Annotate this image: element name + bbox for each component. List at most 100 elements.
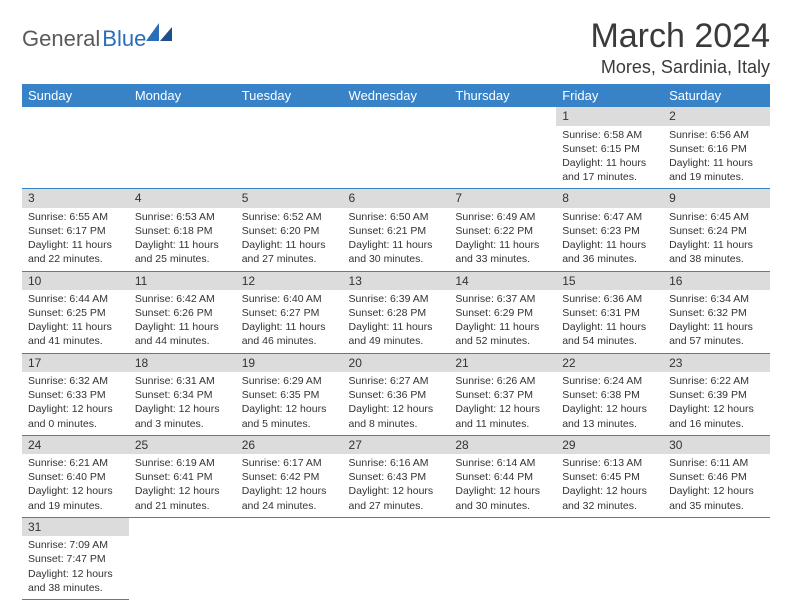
calendar-week-row: 1Sunrise: 6:58 AMSunset: 6:15 PMDaylight… [22, 107, 770, 189]
sunset-line: Sunset: 6:39 PM [669, 388, 764, 402]
calendar-day-cell: 18Sunrise: 6:31 AMSunset: 6:34 PMDayligh… [129, 353, 236, 435]
day-detail: Sunrise: 6:44 AMSunset: 6:25 PMDaylight:… [22, 290, 129, 353]
calendar-day-cell: 9Sunrise: 6:45 AMSunset: 6:24 PMDaylight… [663, 189, 770, 271]
calendar-week-row: 31Sunrise: 7:09 AMSunset: 7:47 PMDayligh… [22, 517, 770, 599]
calendar-day-cell: 14Sunrise: 6:37 AMSunset: 6:29 PMDayligh… [449, 271, 556, 353]
sunset-line: Sunset: 7:47 PM [28, 552, 123, 566]
daylight-line: Daylight: 12 hours and 8 minutes. [349, 402, 444, 430]
daylight-line: Daylight: 12 hours and 32 minutes. [562, 484, 657, 512]
calendar-empty-cell [343, 107, 450, 189]
day-number: 14 [449, 272, 556, 290]
day-header: Saturday [663, 84, 770, 107]
day-number: 23 [663, 354, 770, 372]
day-number: 24 [22, 436, 129, 454]
sunrise-line: Sunrise: 6:32 AM [28, 374, 123, 388]
sunset-line: Sunset: 6:46 PM [669, 470, 764, 484]
calendar-day-cell: 10Sunrise: 6:44 AMSunset: 6:25 PMDayligh… [22, 271, 129, 353]
sunset-line: Sunset: 6:36 PM [349, 388, 444, 402]
calendar-empty-cell [556, 517, 663, 599]
daylight-line: Daylight: 11 hours and 19 minutes. [669, 156, 764, 184]
day-header: Sunday [22, 84, 129, 107]
day-detail: Sunrise: 6:45 AMSunset: 6:24 PMDaylight:… [663, 208, 770, 271]
sunrise-line: Sunrise: 6:53 AM [135, 210, 230, 224]
sunrise-line: Sunrise: 6:58 AM [562, 128, 657, 142]
day-number: 26 [236, 436, 343, 454]
day-detail: Sunrise: 6:14 AMSunset: 6:44 PMDaylight:… [449, 454, 556, 517]
calendar-day-cell: 23Sunrise: 6:22 AMSunset: 6:39 PMDayligh… [663, 353, 770, 435]
sunset-line: Sunset: 6:44 PM [455, 470, 550, 484]
day-number: 8 [556, 189, 663, 207]
day-number: 3 [22, 189, 129, 207]
calendar-empty-cell [663, 517, 770, 599]
calendar-empty-cell [449, 517, 556, 599]
sunset-line: Sunset: 6:22 PM [455, 224, 550, 238]
calendar-day-cell: 11Sunrise: 6:42 AMSunset: 6:26 PMDayligh… [129, 271, 236, 353]
sunrise-line: Sunrise: 7:09 AM [28, 538, 123, 552]
day-number: 5 [236, 189, 343, 207]
day-detail: Sunrise: 6:49 AMSunset: 6:22 PMDaylight:… [449, 208, 556, 271]
sunrise-line: Sunrise: 6:16 AM [349, 456, 444, 470]
sunset-line: Sunset: 6:24 PM [669, 224, 764, 238]
day-detail: Sunrise: 6:55 AMSunset: 6:17 PMDaylight:… [22, 208, 129, 271]
sunset-line: Sunset: 6:34 PM [135, 388, 230, 402]
daylight-line: Daylight: 11 hours and 46 minutes. [242, 320, 337, 348]
day-detail: Sunrise: 6:11 AMSunset: 6:46 PMDaylight:… [663, 454, 770, 517]
sunset-line: Sunset: 6:27 PM [242, 306, 337, 320]
calendar-day-cell: 19Sunrise: 6:29 AMSunset: 6:35 PMDayligh… [236, 353, 343, 435]
sunset-line: Sunset: 6:35 PM [242, 388, 337, 402]
month-title: March 2024 [590, 18, 770, 55]
calendar-week-row: 24Sunrise: 6:21 AMSunset: 6:40 PMDayligh… [22, 435, 770, 517]
day-number: 4 [129, 189, 236, 207]
calendar-day-cell: 26Sunrise: 6:17 AMSunset: 6:42 PMDayligh… [236, 435, 343, 517]
sunrise-line: Sunrise: 6:39 AM [349, 292, 444, 306]
sunrise-line: Sunrise: 6:56 AM [669, 128, 764, 142]
calendar-day-cell: 13Sunrise: 6:39 AMSunset: 6:28 PMDayligh… [343, 271, 450, 353]
day-detail: Sunrise: 6:37 AMSunset: 6:29 PMDaylight:… [449, 290, 556, 353]
day-number: 11 [129, 272, 236, 290]
day-detail: Sunrise: 6:31 AMSunset: 6:34 PMDaylight:… [129, 372, 236, 435]
sunrise-line: Sunrise: 6:44 AM [28, 292, 123, 306]
day-detail: Sunrise: 6:13 AMSunset: 6:45 PMDaylight:… [556, 454, 663, 517]
calendar-empty-cell [236, 517, 343, 599]
daylight-line: Daylight: 11 hours and 57 minutes. [669, 320, 764, 348]
day-number: 28 [449, 436, 556, 454]
day-detail: Sunrise: 6:56 AMSunset: 6:16 PMDaylight:… [663, 126, 770, 189]
day-detail: Sunrise: 6:19 AMSunset: 6:41 PMDaylight:… [129, 454, 236, 517]
calendar-day-cell: 30Sunrise: 6:11 AMSunset: 6:46 PMDayligh… [663, 435, 770, 517]
sunset-line: Sunset: 6:17 PM [28, 224, 123, 238]
daylight-line: Daylight: 11 hours and 41 minutes. [28, 320, 123, 348]
calendar-empty-cell [236, 107, 343, 189]
day-header-row: SundayMondayTuesdayWednesdayThursdayFrid… [22, 84, 770, 107]
day-header: Thursday [449, 84, 556, 107]
calendar-day-cell: 22Sunrise: 6:24 AMSunset: 6:38 PMDayligh… [556, 353, 663, 435]
day-number: 12 [236, 272, 343, 290]
calendar-day-cell: 3Sunrise: 6:55 AMSunset: 6:17 PMDaylight… [22, 189, 129, 271]
day-number: 1 [556, 107, 663, 125]
day-number: 17 [22, 354, 129, 372]
sunset-line: Sunset: 6:28 PM [349, 306, 444, 320]
day-header: Monday [129, 84, 236, 107]
day-detail: Sunrise: 6:24 AMSunset: 6:38 PMDaylight:… [556, 372, 663, 435]
day-number: 15 [556, 272, 663, 290]
daylight-line: Daylight: 11 hours and 36 minutes. [562, 238, 657, 266]
sunset-line: Sunset: 6:40 PM [28, 470, 123, 484]
day-detail: Sunrise: 7:09 AMSunset: 7:47 PMDaylight:… [22, 536, 129, 599]
calendar-day-cell: 2Sunrise: 6:56 AMSunset: 6:16 PMDaylight… [663, 107, 770, 189]
calendar-week-row: 3Sunrise: 6:55 AMSunset: 6:17 PMDaylight… [22, 189, 770, 271]
calendar-day-cell: 25Sunrise: 6:19 AMSunset: 6:41 PMDayligh… [129, 435, 236, 517]
header: GeneralBlue March 2024 Mores, Sardinia, … [22, 18, 770, 78]
daylight-line: Daylight: 12 hours and 35 minutes. [669, 484, 764, 512]
day-detail: Sunrise: 6:40 AMSunset: 6:27 PMDaylight:… [236, 290, 343, 353]
day-number: 2 [663, 107, 770, 125]
sunrise-line: Sunrise: 6:49 AM [455, 210, 550, 224]
sunset-line: Sunset: 6:42 PM [242, 470, 337, 484]
day-detail: Sunrise: 6:21 AMSunset: 6:40 PMDaylight:… [22, 454, 129, 517]
daylight-line: Daylight: 11 hours and 30 minutes. [349, 238, 444, 266]
daylight-line: Daylight: 12 hours and 19 minutes. [28, 484, 123, 512]
daylight-line: Daylight: 12 hours and 21 minutes. [135, 484, 230, 512]
daylight-line: Daylight: 12 hours and 3 minutes. [135, 402, 230, 430]
sunset-line: Sunset: 6:16 PM [669, 142, 764, 156]
calendar-day-cell: 7Sunrise: 6:49 AMSunset: 6:22 PMDaylight… [449, 189, 556, 271]
sunrise-line: Sunrise: 6:24 AM [562, 374, 657, 388]
day-number: 19 [236, 354, 343, 372]
